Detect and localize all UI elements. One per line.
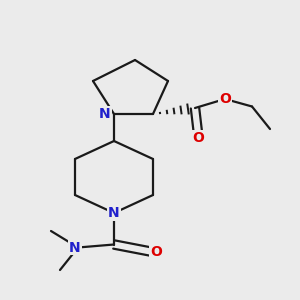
Text: N: N: [99, 107, 111, 121]
Text: O: O: [192, 131, 204, 145]
Text: O: O: [150, 245, 162, 259]
Text: O: O: [219, 92, 231, 106]
Text: N: N: [108, 206, 120, 220]
Text: N: N: [69, 241, 81, 254]
